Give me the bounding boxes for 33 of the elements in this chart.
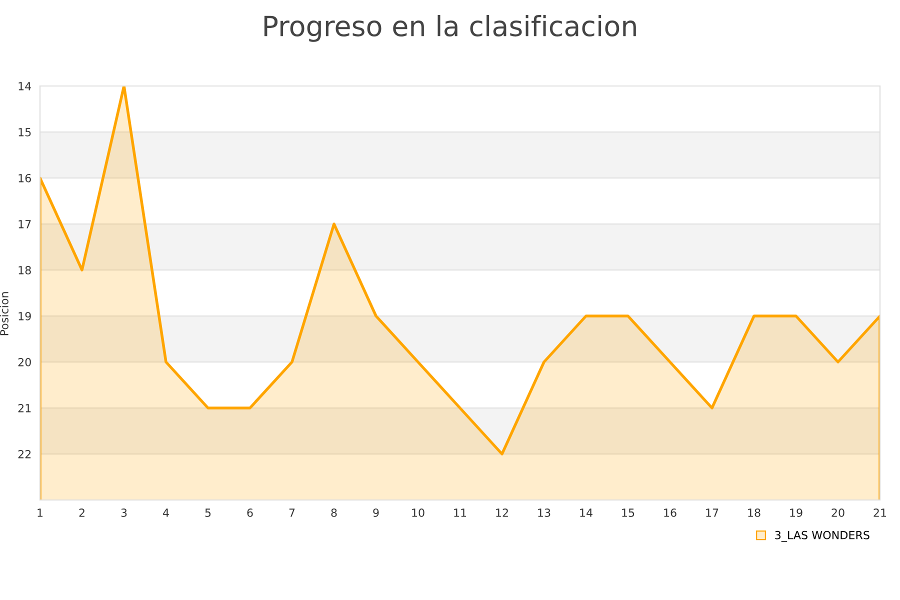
legend-label: 3_LAS WONDERS [775, 530, 870, 542]
x-tick-label: 2 [79, 508, 84, 517]
x-tick-label: 7 [289, 508, 295, 517]
x-tick-label: 16 [664, 508, 676, 517]
x-tick-label: 4 [163, 508, 169, 517]
x-tick-label: 9 [373, 508, 379, 517]
y-tick-label: 22 [18, 450, 31, 458]
x-tick-label: 15 [622, 508, 634, 517]
y-tick-label: 15 [18, 128, 31, 136]
y-axis-title: Posicion [0, 292, 8, 336]
x-tick-label: 13 [538, 508, 550, 517]
y-tick-label: 20 [18, 358, 31, 366]
x-tick-label: 6 [247, 508, 253, 517]
y-tick-label: 21 [18, 404, 31, 412]
y-tick-label: 19 [18, 312, 31, 320]
x-tick-label: 1 [38, 508, 43, 517]
chart-title: Progreso en la clasificacion [264, 15, 636, 42]
y-tick-label: 14 [18, 82, 32, 90]
x-tick-label: 14 [580, 508, 592, 517]
x-tick-label: 8 [331, 508, 337, 517]
x-tick-label: 18 [748, 508, 760, 517]
x-tick-label: 12 [496, 508, 508, 517]
x-tick-label: 10 [412, 508, 424, 517]
x-tick-label: 5 [205, 508, 211, 517]
y-tick-label: 18 [18, 266, 31, 274]
x-tick-label: 19 [790, 508, 802, 517]
x-tick-label: 11 [454, 508, 466, 517]
x-tick-label: 20 [832, 508, 844, 517]
x-tick-label: 21 [874, 508, 886, 517]
y-tick-label: 17 [18, 220, 31, 228]
y-tick-label: 16 [18, 174, 31, 182]
x-tick-label: 17 [706, 508, 718, 517]
x-tick-label: 3 [121, 508, 127, 517]
